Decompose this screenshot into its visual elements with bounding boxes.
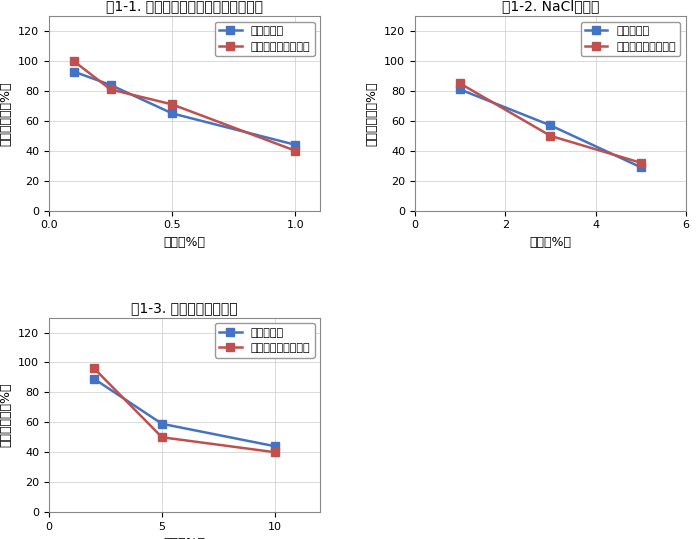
腸便測定試薬キット	[546, 133, 554, 139]
腸便測定試薬キット	[106, 86, 115, 93]
X-axis label: 濃度（%）: 濃度（%）	[529, 236, 571, 249]
局方準拠法	[90, 376, 99, 382]
Title: 図1-1. 加熱ヒト血清アルブミンの影響: 図1-1. 加熱ヒト血清アルブミンの影響	[106, 0, 263, 13]
Legend: 局方準拠法, 腸便測定試薬キット: 局方準拠法, 腸便測定試薬キット	[581, 22, 680, 56]
腸便測定試薬キット	[271, 449, 279, 455]
Y-axis label: 添加回収率（%）: 添加回収率（%）	[0, 81, 13, 146]
Legend: 局方準拠法, 腸便測定試薬キット: 局方準拠法, 腸便測定試薬キット	[215, 323, 314, 357]
局方準拠法	[168, 110, 176, 116]
局方準拠法	[158, 420, 166, 427]
Title: 図1-2. NaClの影響: 図1-2. NaClの影響	[502, 0, 599, 13]
局方準拠法	[291, 142, 300, 148]
腸便測定試薬キット	[636, 160, 645, 166]
Line: 局方準拠法: 局方準拠法	[456, 85, 645, 171]
Y-axis label: 添加回収率（%）: 添加回収率（%）	[365, 81, 379, 146]
腸便測定試薬キット	[456, 80, 464, 87]
Line: 局方準拠法: 局方準拠法	[90, 375, 279, 451]
腸便測定試薬キット	[90, 365, 99, 372]
X-axis label: 濃度（%）: 濃度（%）	[164, 537, 206, 539]
Title: 図1-3. グルコースの影響: 図1-3. グルコースの影響	[131, 301, 238, 315]
Line: 腸便測定試薬キット: 腸便測定試薬キット	[69, 57, 300, 155]
X-axis label: 濃度（%）: 濃度（%）	[164, 236, 206, 249]
Line: 局方準拠法: 局方準拠法	[69, 67, 300, 149]
腸便測定試薬キット	[69, 58, 78, 64]
Legend: 局方準拠法, 腸便測定試薬キット: 局方準拠法, 腸便測定試薬キット	[215, 22, 314, 56]
Y-axis label: 添加回収率（%）: 添加回収率（%）	[0, 383, 13, 447]
Line: 腸便測定試薬キット: 腸便測定試薬キット	[456, 79, 645, 167]
Line: 腸便測定試薬キット: 腸便測定試薬キット	[90, 364, 279, 457]
局方準拠法	[636, 164, 645, 170]
局方準拠法	[271, 443, 279, 450]
局方準拠法	[106, 82, 115, 88]
腸便測定試薬キット	[158, 434, 166, 440]
局方準拠法	[546, 122, 554, 129]
腸便測定試薬キット	[291, 148, 300, 154]
局方準拠法	[456, 86, 464, 93]
局方準拠法	[69, 68, 78, 75]
腸便測定試薬キット	[168, 101, 176, 108]
